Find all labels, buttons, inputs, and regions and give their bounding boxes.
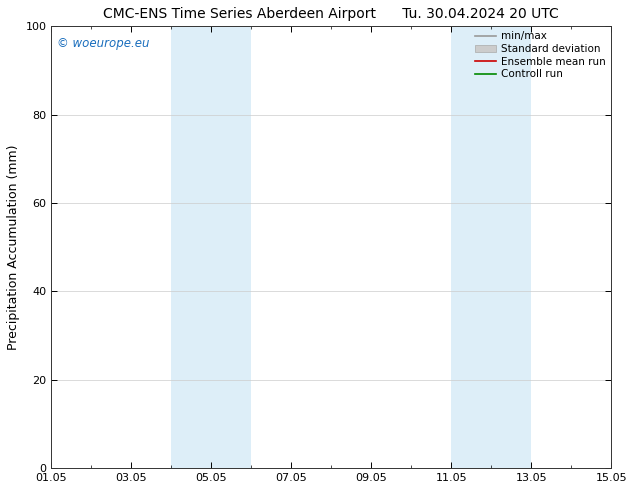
Bar: [451, 26, 531, 468]
Legend: min/max, Standard deviation, Ensemble mean run, Controll run: min/max, Standard deviation, Ensemble me…: [473, 29, 608, 81]
Y-axis label: Precipitation Accumulation (mm): Precipitation Accumulation (mm): [7, 145, 20, 350]
Text: © woeurope.eu: © woeurope.eu: [57, 37, 150, 50]
Bar: [171, 26, 251, 468]
Title: CMC-ENS Time Series Aberdeen Airport      Tu. 30.04.2024 20 UTC: CMC-ENS Time Series Aberdeen Airport Tu.…: [103, 7, 559, 21]
